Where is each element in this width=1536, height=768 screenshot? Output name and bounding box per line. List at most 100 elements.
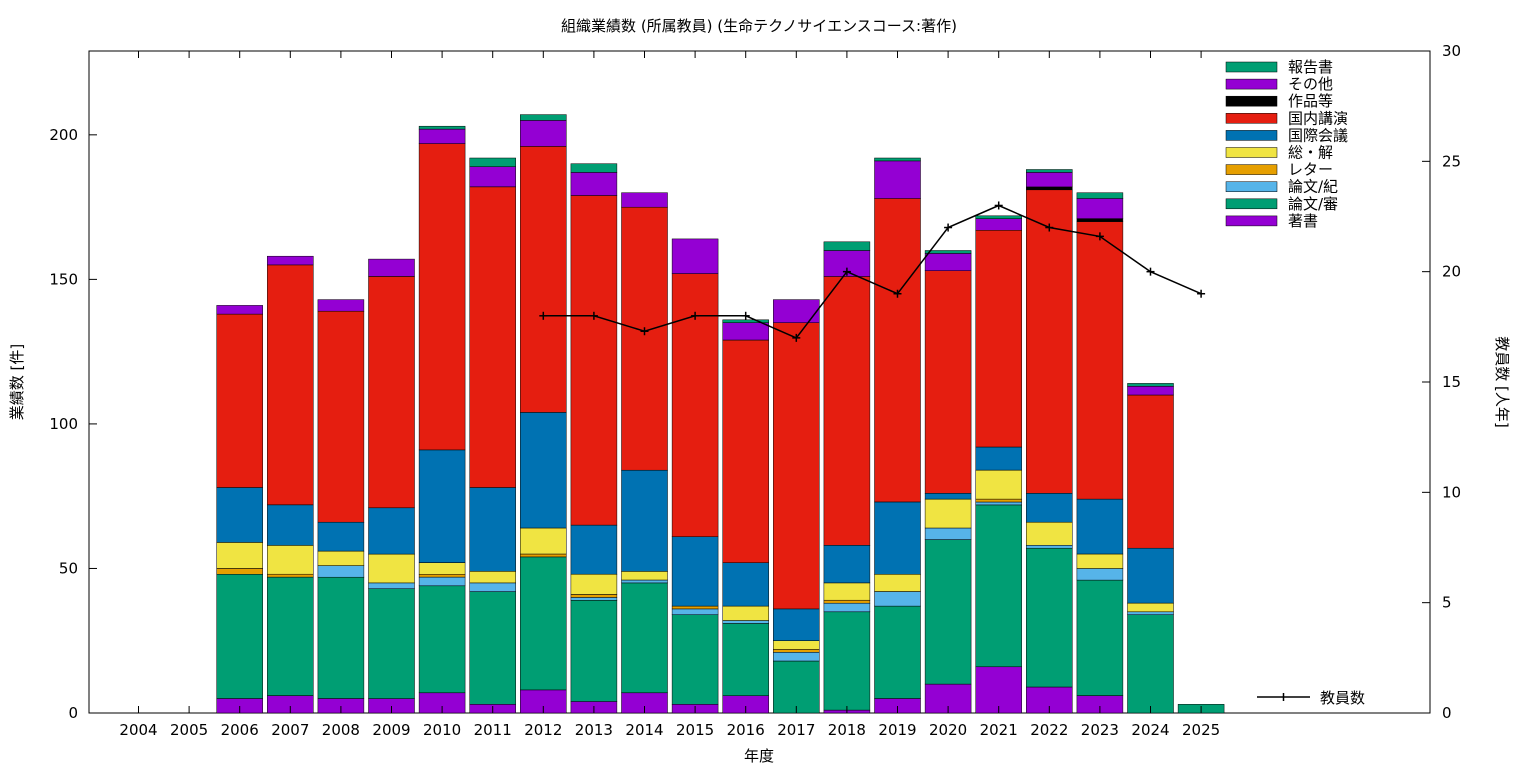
bar-segment-2021-s2 [975, 501, 1022, 506]
bar-segment-2022-s7 [1026, 186, 1073, 191]
bar-segment-2016-s1 [722, 623, 769, 696]
bar-segment-2016-s2 [722, 620, 769, 624]
x-tick-label-2014: 2014 [625, 721, 663, 739]
y2-tick-label-20: 20 [1442, 263, 1461, 281]
legend-line-label: 教員数 [1320, 689, 1365, 707]
bar-segment-2019-s8 [874, 160, 921, 199]
bar-segment-2009-s6 [368, 276, 415, 509]
bar-segment-2016-s4 [722, 605, 769, 621]
bar-segment-2010-s4 [418, 562, 466, 575]
y-tick-label-200: 200 [49, 126, 78, 144]
bar-segment-2010-s5 [418, 449, 466, 563]
x-tick-label-2017: 2017 [777, 721, 815, 739]
bar-segment-2008-s4 [317, 550, 365, 566]
bar-segment-2018-s6 [823, 276, 871, 546]
legend-entry-7: 論文/紀 [1225, 178, 1338, 196]
bar-segment-2012-s5 [520, 412, 567, 529]
bar-segment-2012-s1 [520, 556, 567, 691]
bar-segment-2007-s4 [267, 545, 314, 575]
bar-segment-2007-s3 [267, 573, 314, 578]
bar-segment-2022-s6 [1026, 189, 1073, 494]
legend-entry-5: 総・解 [1225, 144, 1333, 162]
bar-segment-2014-s8 [621, 192, 668, 208]
faculty-count-point-2013 [589, 311, 598, 320]
bar-segment-2020-s9 [924, 250, 972, 254]
bar-segment-2019-s2 [874, 591, 921, 607]
bar-segment-2011-s1 [469, 591, 516, 705]
bar-segment-2013-s9 [570, 163, 618, 173]
legend-label-9: 著書 [1288, 212, 1318, 230]
bar-segment-2017-s1 [773, 660, 820, 714]
faculty-count-point-2017 [792, 333, 801, 342]
x-tick-label-2011: 2011 [474, 721, 512, 739]
bar-segment-2015-s8 [671, 238, 719, 274]
x-tick-label-2021: 2021 [980, 721, 1018, 739]
bar-segment-2021-s3 [975, 498, 1022, 503]
bar-segment-2022-s5 [1026, 493, 1073, 523]
bar-segment-2013-s6 [570, 195, 618, 526]
bar-segment-2015-s2 [671, 608, 719, 615]
bar-segment-2024-s9 [1127, 383, 1174, 387]
bar-segment-2024-s8 [1127, 386, 1174, 396]
line-layer [539, 201, 1206, 342]
bar-segment-2017-s8 [773, 299, 820, 323]
bar-segment-2023-s5 [1076, 498, 1124, 555]
x-tick-label-2013: 2013 [575, 721, 613, 739]
bar-segment-2008-s6 [317, 310, 365, 523]
bar-segment-2015-s3 [671, 605, 719, 610]
bar-segment-2013-s8 [570, 172, 618, 196]
bar-segment-2017-s2 [773, 652, 820, 662]
y2-tick-label-0: 0 [1442, 704, 1452, 722]
bar-segment-2018-s9 [823, 241, 871, 251]
y-tick-label-150: 150 [49, 270, 78, 288]
bar-segment-2008-s1 [317, 576, 365, 699]
x-tick-label-2004: 2004 [119, 721, 157, 739]
x-tick-label-2006: 2006 [221, 721, 259, 739]
bar-segment-2019-s9 [874, 157, 921, 162]
legend-label-4: 国際会議 [1288, 126, 1348, 144]
legend-swatch-8 [1225, 198, 1278, 210]
bar-segment-2019-s5 [874, 501, 921, 575]
legend-swatch-0 [1225, 61, 1278, 73]
bar-segment-2013-s5 [570, 524, 618, 575]
y-tick-label-0: 0 [68, 704, 78, 722]
bar-segment-2022-s4 [1026, 521, 1073, 546]
faculty-count-point-2024 [1146, 267, 1155, 276]
bar-segment-2011-s6 [469, 186, 516, 488]
bar-segment-2019-s4 [874, 573, 921, 592]
bar-segment-2024-s5 [1127, 547, 1174, 604]
bar-segment-2019-s6 [874, 198, 921, 503]
legend-entry-3: 国内講演 [1225, 109, 1348, 127]
bar-segment-2012-s4 [520, 527, 567, 555]
faculty-count-point-2016 [741, 311, 750, 320]
bar-segment-2008-s5 [317, 521, 365, 552]
bar-segment-2024-s6 [1127, 394, 1174, 549]
y2-axis-label: 教員数 [人年] [1493, 336, 1511, 427]
bars-layer [216, 114, 1225, 714]
bar-segment-2022-s9 [1026, 169, 1073, 173]
faculty-count-point-2020 [944, 223, 953, 232]
bar-segment-2009-s2 [368, 582, 415, 589]
bar-segment-2021-s1 [975, 504, 1022, 668]
bar-segment-2009-s8 [368, 258, 415, 277]
bar-segment-2017-s6 [773, 322, 820, 610]
bar-segment-2021-s9 [975, 215, 1022, 219]
bar-segment-2007-s6 [267, 264, 314, 506]
bar-segment-2011-s2 [469, 582, 516, 592]
bar-segment-2023-s2 [1076, 568, 1124, 581]
bar-segment-2020-s5 [924, 493, 972, 500]
bar-segment-2010-s1 [418, 585, 466, 694]
bar-segment-2008-s8 [317, 299, 365, 312]
bar-segment-2006-s3 [216, 568, 263, 575]
bar-segment-2012-s6 [520, 146, 567, 413]
bar-segment-2011-s9 [469, 157, 516, 167]
x-tick-label-2019: 2019 [878, 721, 916, 739]
faculty-count-point-2014 [640, 327, 649, 336]
y-axis-label: 業績数 [件] [8, 344, 26, 420]
bar-segment-2018-s3 [823, 600, 871, 604]
bar-segment-2017-s3 [773, 649, 820, 653]
bar-segment-2007-s8 [267, 255, 314, 266]
legend-swatch-1 [1225, 78, 1278, 90]
bar-segment-2014-s2 [621, 579, 668, 584]
